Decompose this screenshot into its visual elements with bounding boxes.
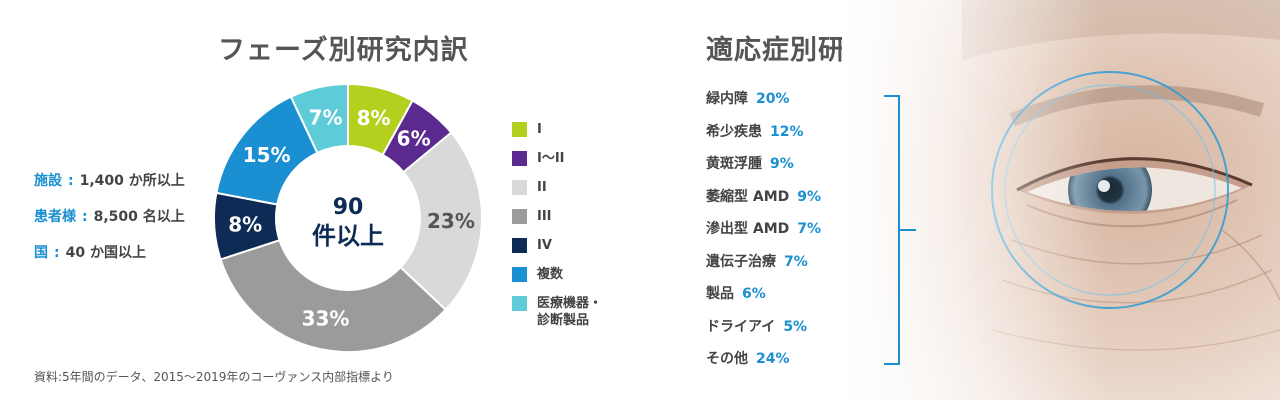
- stat-separator: :: [68, 173, 74, 189]
- legend-swatch: [512, 296, 527, 311]
- donut-center-unit: 件以上: [312, 222, 384, 250]
- stat-label: 国: [34, 245, 48, 261]
- indication-value: 5%: [783, 318, 808, 335]
- indication-name: 製品: [706, 286, 734, 302]
- donut-slice: [399, 131, 483, 312]
- indication-item: 希少疾患 12%: [706, 122, 821, 155]
- phase-chart-title: フェーズ別研究内訳: [218, 35, 469, 66]
- indication-item: 黄斑浮腫 9%: [706, 154, 821, 187]
- indication-name: 黄斑浮腫: [706, 156, 762, 172]
- indication-name: 萎縮型 AMD: [706, 188, 790, 205]
- indication-name: 滲出型 AMD: [706, 221, 790, 237]
- stat-value: 8,500 名以上: [93, 209, 185, 225]
- legend-label: III: [537, 209, 552, 224]
- stat-value: 1,400 か所以上: [79, 173, 185, 189]
- stat-separator: :: [54, 245, 60, 261]
- indication-item: 緑内障 20%: [706, 89, 821, 122]
- source-note: 資料:5年間のデータ、2015〜2019年のコーヴァンス内部指標より: [34, 370, 394, 384]
- stat-label: 患者様: [34, 209, 76, 225]
- legend-swatch: [512, 180, 527, 195]
- slice-label: 8%: [357, 106, 391, 130]
- bracket-connector: [900, 229, 916, 231]
- indication-name: その他: [706, 351, 748, 367]
- slice-label: 33%: [302, 307, 350, 331]
- donut-center-count: 90: [333, 195, 364, 220]
- slice-label: 15%: [243, 143, 291, 167]
- indication-item: 遺伝子治療 7%: [706, 252, 821, 285]
- indication-name: ドライアイ: [706, 318, 776, 335]
- legend-label: 医療機器・ 診断製品: [537, 296, 603, 328]
- indication-item: 萎縮型 AMD 9%: [706, 187, 821, 220]
- indication-value: 9%: [770, 156, 794, 172]
- indication-name: 緑内障: [706, 91, 748, 107]
- legend-label: I〜II: [537, 151, 565, 166]
- slice-label: 8%: [228, 212, 262, 236]
- site-stats: 施設:1,400 か所以上 患者様:8,500 名以上 国:40 か国以上: [34, 170, 185, 278]
- indication-item: 滲出型 AMD 7%: [706, 219, 821, 252]
- indication-value: 7%: [797, 221, 822, 237]
- donut-slice: [219, 238, 448, 353]
- legend-swatch: [512, 238, 527, 253]
- indication-item: その他 24%: [706, 349, 821, 382]
- indication-value: 7%: [784, 253, 808, 270]
- donut-slice: [289, 82, 349, 155]
- legend-swatch: [512, 209, 527, 224]
- indication-name: 希少疾患: [706, 123, 762, 140]
- legend-label: 複数: [537, 267, 564, 282]
- indication-bracket: [884, 95, 900, 365]
- slice-label: 6%: [397, 127, 431, 151]
- indication-value: 20%: [756, 91, 790, 107]
- stat-countries: 国:40 か国以上: [34, 242, 185, 278]
- legend-swatch: [512, 267, 527, 282]
- indication-item: 製品 6%: [706, 284, 821, 317]
- indication-name: 遺伝子治療: [706, 253, 776, 270]
- legend-swatch: [512, 122, 527, 137]
- stat-sites: 施設:1,400 か所以上: [34, 170, 185, 206]
- stat-label: 施設: [34, 173, 62, 189]
- legend-label: II: [537, 180, 547, 195]
- indication-value: 6%: [742, 286, 766, 302]
- indication-value: 12%: [770, 123, 804, 140]
- legend-label: I: [537, 122, 542, 137]
- eye-photo: [842, 0, 1280, 400]
- slice-label: 7%: [309, 105, 343, 129]
- stat-value: 40 か国以上: [65, 245, 146, 261]
- indication-value: 9%: [797, 188, 822, 205]
- legend-swatch: [512, 151, 527, 166]
- indication-item: ドライアイ 5%: [706, 317, 821, 350]
- indication-list: 緑内障 20% 希少疾患 12% 黄斑浮腫 9% 萎縮型 AMD 9% 滲出型 AMD 7% 遺伝子…: [706, 89, 821, 382]
- slice-label: 23%: [427, 209, 475, 233]
- stat-separator: :: [82, 209, 88, 225]
- indication-value: 24%: [756, 351, 790, 367]
- stat-patients: 患者様:8,500 名以上: [34, 206, 185, 242]
- legend-label: IV: [537, 238, 552, 253]
